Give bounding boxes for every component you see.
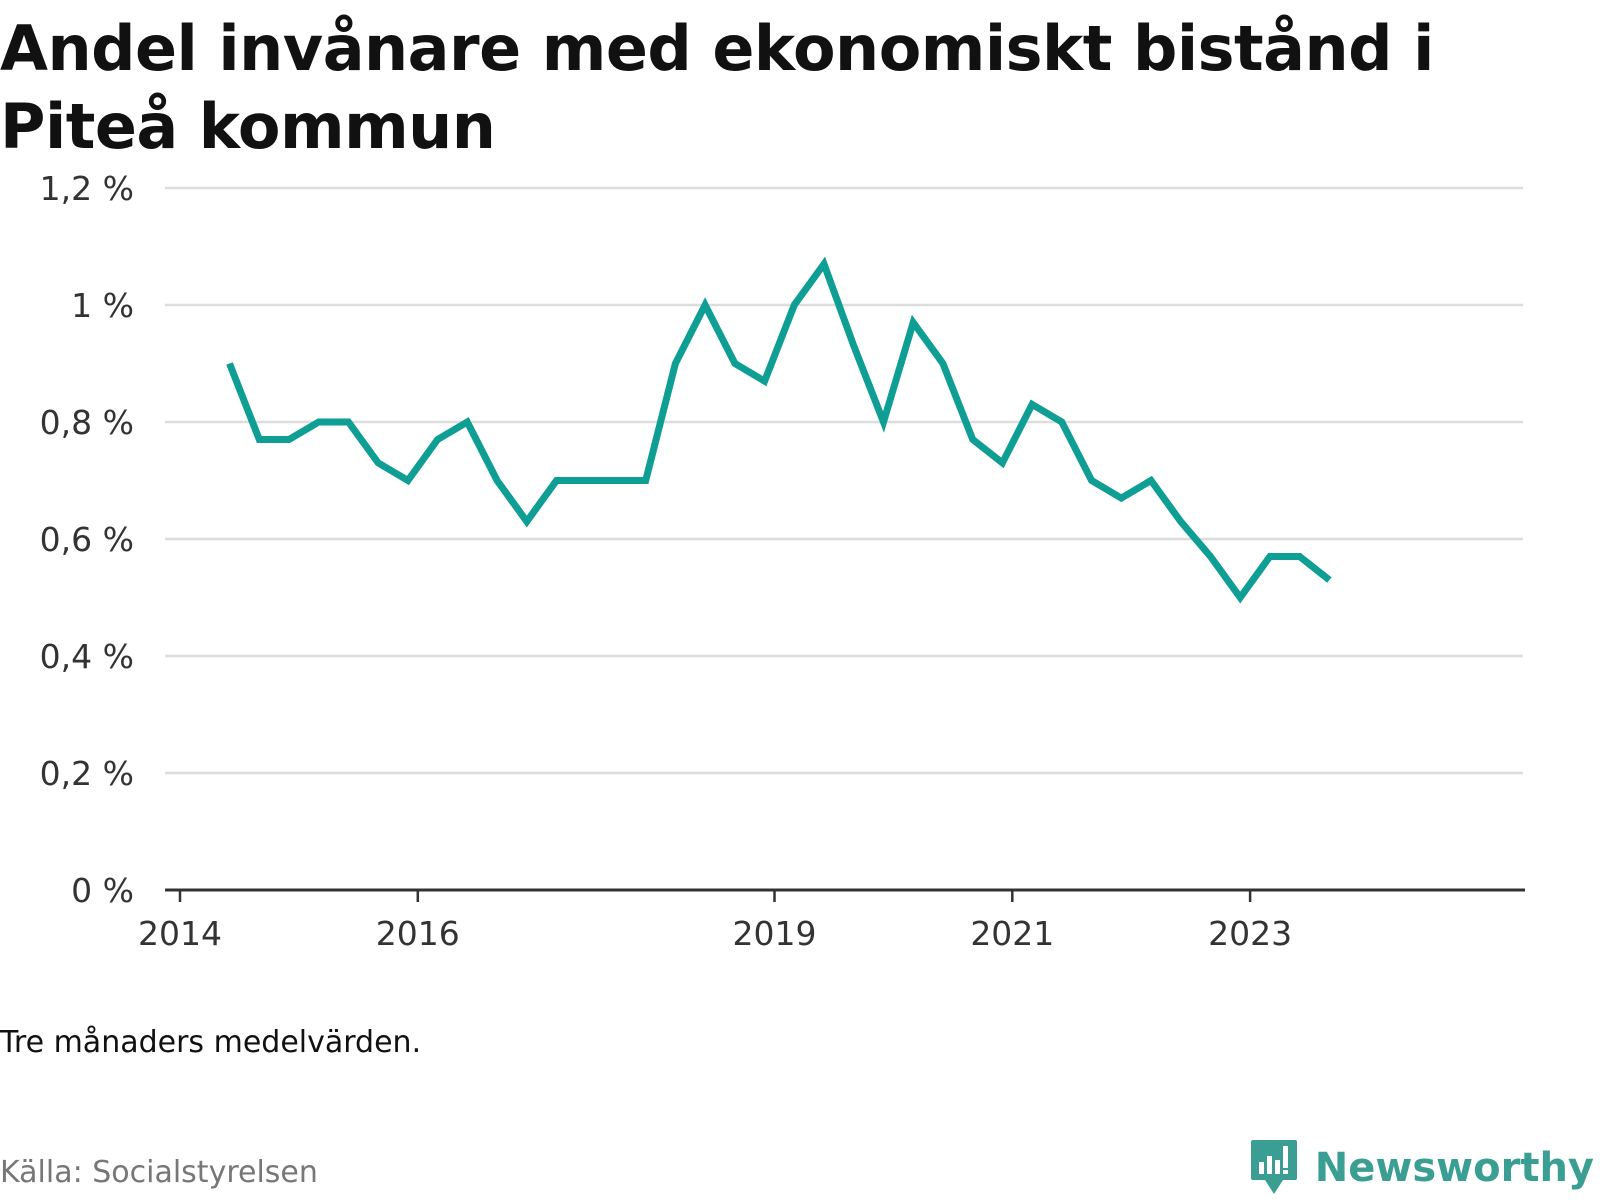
newsworthy-logo-icon xyxy=(1250,1140,1297,1194)
series-line xyxy=(226,256,1332,604)
line-chart: 0 % 0,2 % 0,4 % 0,6 % 0,8 % 1 % 1,2 % 2014 2016… xyxy=(40,170,1525,953)
y-tick-label: 0,2 % xyxy=(40,754,134,793)
x-tick-label: 2021 xyxy=(970,914,1054,953)
y-tick-label: 1 % xyxy=(71,286,134,325)
y-tick-label: 0,4 % xyxy=(40,637,134,676)
gridlines xyxy=(165,186,1523,775)
y-tick-label: 0 % xyxy=(71,871,134,910)
y-tick-label: 0,8 % xyxy=(40,403,134,442)
source-label: Källa: Socialstyrelsen xyxy=(0,1155,318,1190)
chart-title: Andel invånare med ekonomiskt bistånd i … xyxy=(0,12,1434,163)
x-axis: 2014 2016 2019 2021 2023 xyxy=(138,888,1525,953)
x-tick-label: 2019 xyxy=(733,914,817,953)
x-tick-label: 2016 xyxy=(376,914,460,953)
chart-note: Tre månaders medelvärden. xyxy=(0,1025,422,1060)
x-tick-label: 2023 xyxy=(1208,914,1292,953)
brand-name: Newsworthy xyxy=(1314,1145,1594,1191)
y-axis-labels: 0 % 0,2 % 0,4 % 0,6 % 0,8 % 1 % 1,2 % xyxy=(40,170,134,910)
brand-logo[interactable]: Newsworthy xyxy=(1249,1138,1594,1198)
y-tick-label: 0,6 % xyxy=(40,520,134,559)
y-tick-label: 1,2 % xyxy=(40,170,134,208)
x-tick-label: 2014 xyxy=(138,914,222,953)
series-layer xyxy=(226,256,1332,604)
